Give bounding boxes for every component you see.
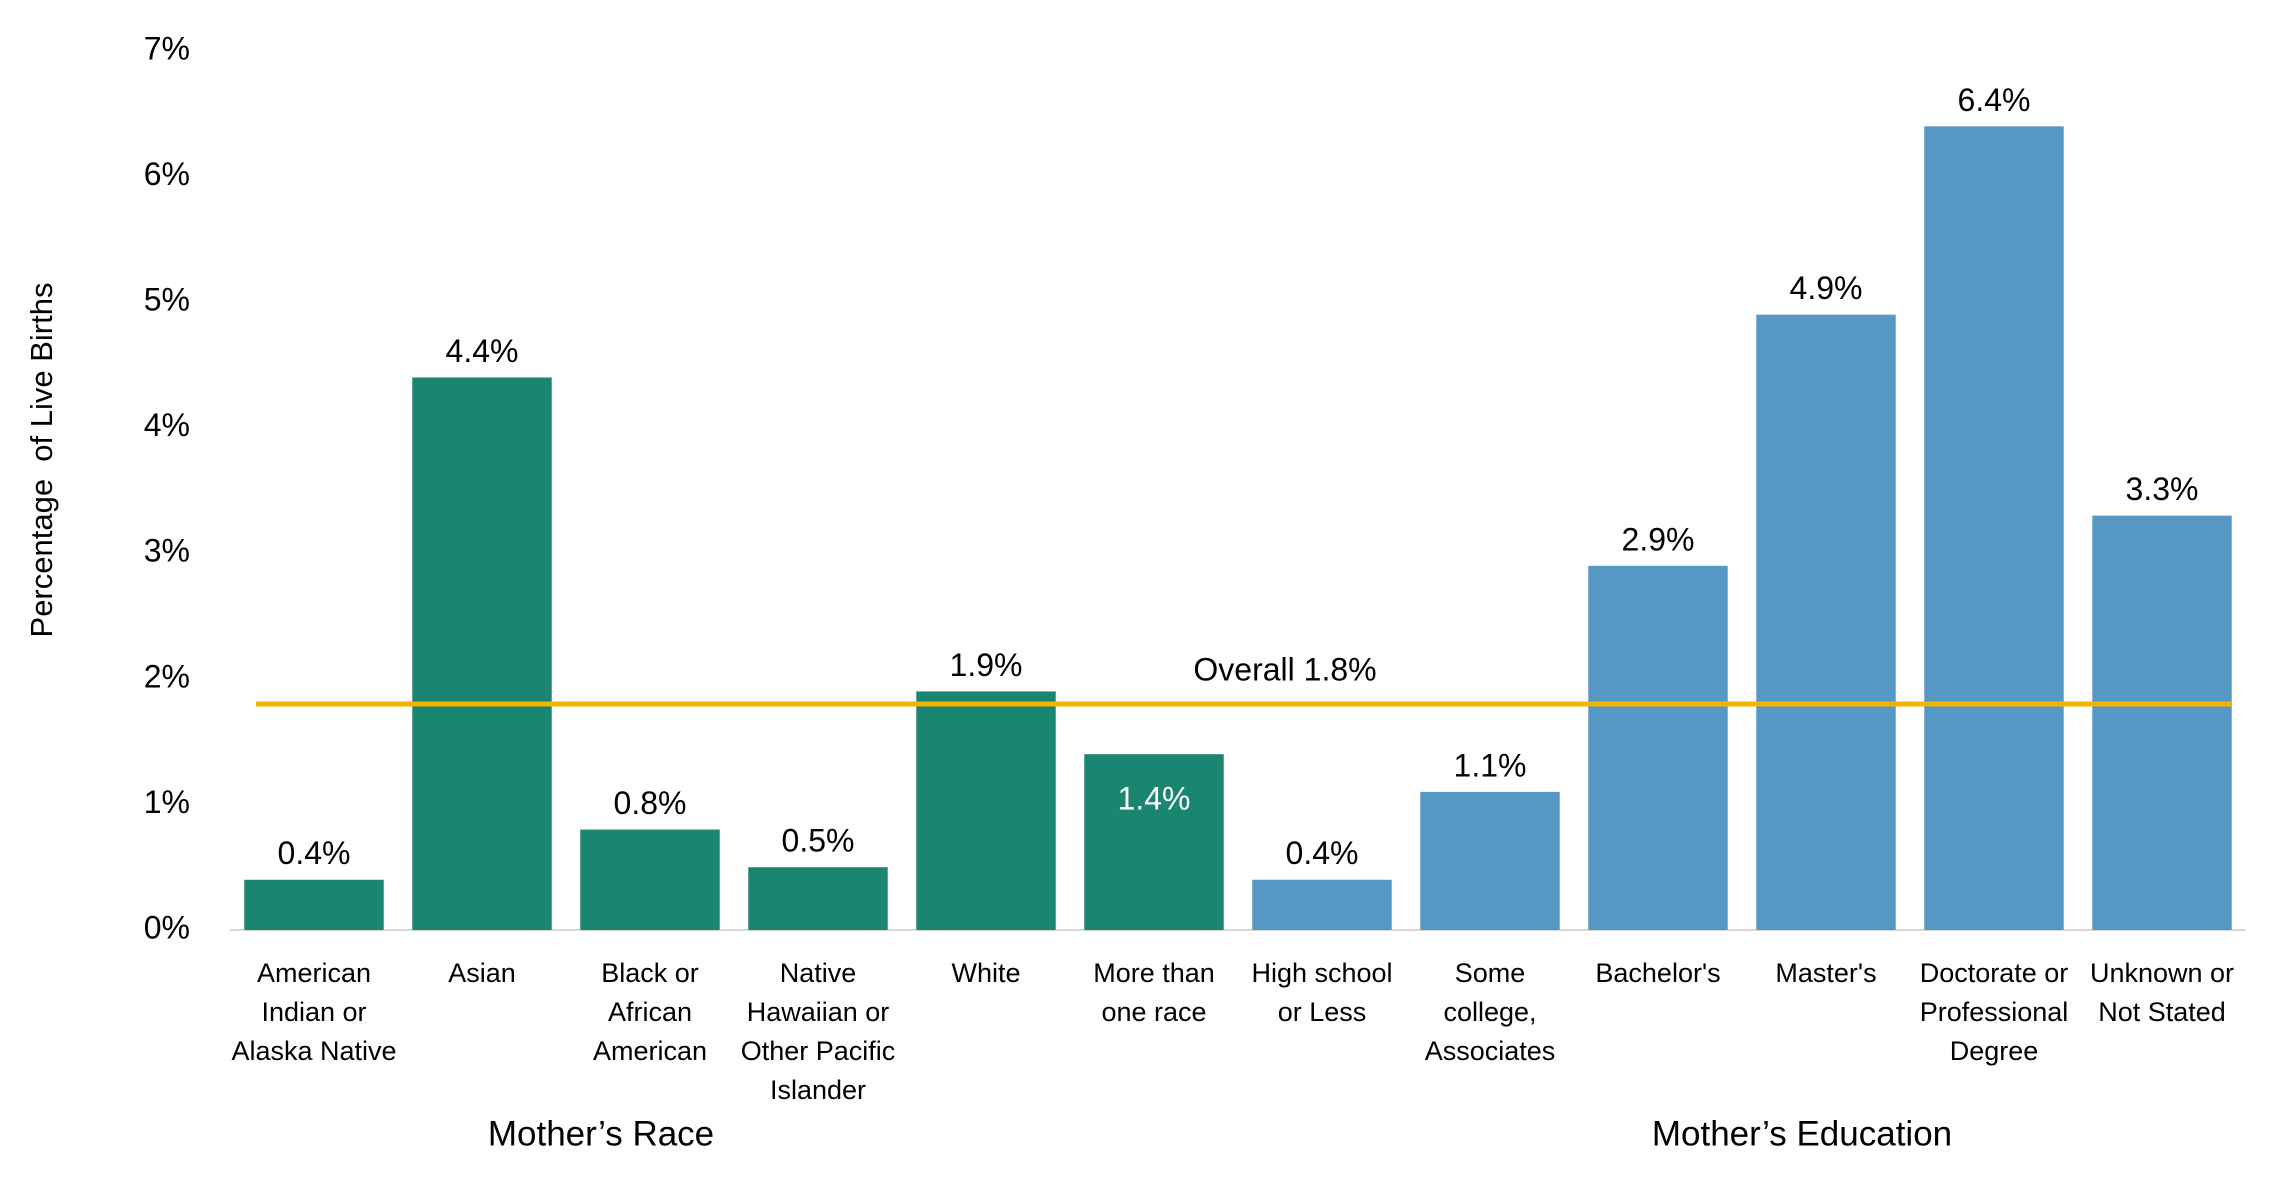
x-tick-label: More than one race — [1093, 958, 1215, 1027]
bar — [2092, 515, 2232, 930]
bar — [1252, 879, 1392, 930]
value-label: 4.9% — [1790, 270, 1863, 306]
value-label: 1.4% — [1118, 781, 1191, 817]
y-tick-label: 5% — [144, 282, 190, 318]
bar — [1756, 314, 1896, 930]
x-tick-label: Black or African American — [592, 958, 708, 1066]
bar — [580, 829, 720, 930]
bar — [1924, 126, 2064, 931]
bar — [1084, 754, 1224, 930]
value-label: 0.5% — [782, 823, 855, 859]
value-label: 3.3% — [2126, 471, 2199, 507]
bar — [1420, 791, 1560, 930]
y-axis-title: Percentage of Live Births — [24, 283, 59, 638]
x-tick-label: Doctorate or Professional Degree — [1919, 958, 2069, 1066]
bar — [412, 377, 552, 930]
x-tick-label: White — [951, 958, 1021, 988]
y-tick-label: 2% — [144, 658, 190, 694]
x-tick-label: Bachelor's — [1595, 958, 1721, 988]
x-tick-label: Unknown or Not Stated — [2089, 958, 2235, 1027]
bar — [1588, 565, 1728, 930]
x-tick-label: Asian — [448, 958, 516, 988]
x-tick-label: American Indian or Alaska Native — [231, 958, 397, 1066]
y-tick-label: 4% — [144, 407, 190, 443]
value-label: 0.4% — [1286, 835, 1359, 871]
x-tick-label: Master's — [1775, 958, 1877, 988]
x-tick-label: Native Hawaiian or Other Pacific Islande… — [740, 958, 896, 1105]
y-tick-label: 6% — [144, 156, 190, 192]
bar — [916, 691, 1056, 930]
y-tick-label: 1% — [144, 784, 190, 820]
value-label: 2.9% — [1622, 521, 1695, 557]
reference-label: Overall 1.8% — [1193, 651, 1376, 687]
y-tick-label: 3% — [144, 533, 190, 569]
bar — [244, 879, 384, 930]
group-label: Mother’s Race — [488, 1114, 714, 1153]
value-label: 0.4% — [278, 835, 351, 871]
bar — [748, 867, 888, 930]
value-label: 1.1% — [1454, 747, 1527, 783]
x-tick-label: High school or Less — [1251, 958, 1393, 1027]
x-tick-label: Some college, Associates — [1424, 958, 1556, 1066]
value-label: 0.8% — [614, 785, 687, 821]
value-label: 6.4% — [1958, 82, 2031, 118]
value-label: 1.9% — [950, 647, 1023, 683]
y-tick-label: 0% — [144, 909, 190, 945]
y-tick-label: 7% — [144, 30, 190, 66]
group-label: Mother’s Education — [1652, 1114, 1952, 1153]
value-label: 4.4% — [446, 333, 519, 369]
